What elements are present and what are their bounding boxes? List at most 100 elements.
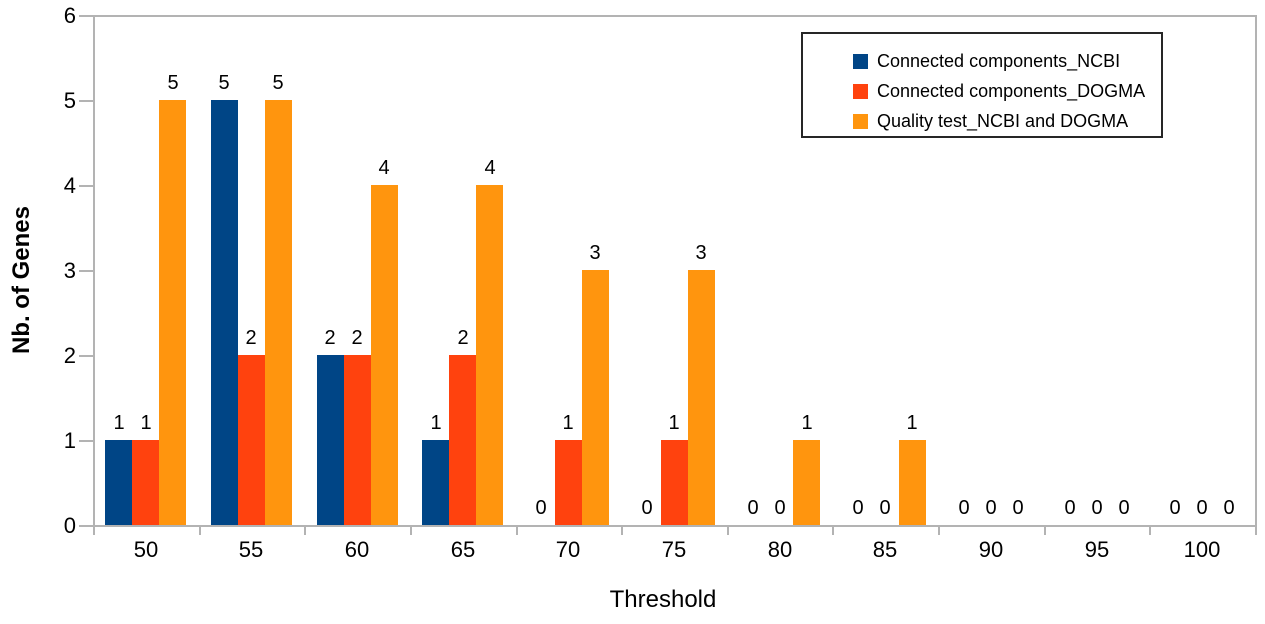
bar-value-label: 0 xyxy=(1064,497,1076,519)
x-tick xyxy=(1255,525,1257,535)
bar-value-label: 1 xyxy=(430,412,442,434)
bar-value-label: 0 xyxy=(774,497,786,519)
bar xyxy=(449,355,476,525)
bar xyxy=(688,270,715,525)
bar-value-label: 3 xyxy=(695,242,707,264)
x-tick-label: 90 xyxy=(978,537,1004,562)
y-tick xyxy=(79,100,93,102)
y-tick xyxy=(79,525,93,527)
bar xyxy=(661,440,688,525)
legend-label: Connected components_NCBI xyxy=(877,51,1121,71)
bar-value-label: 5 xyxy=(272,72,284,94)
bar-value-label: 5 xyxy=(167,72,179,94)
x-axis-title: Threshold xyxy=(609,586,717,613)
legend-label: Quality test_NCBI and DOGMA xyxy=(877,111,1129,131)
y-tick-label: 1 xyxy=(63,428,76,453)
bar-value-label: 0 xyxy=(1012,497,1024,519)
y-tick-label: 0 xyxy=(63,513,76,538)
x-tick xyxy=(516,525,518,535)
bar xyxy=(582,270,609,525)
bar-value-label: 0 xyxy=(985,497,997,519)
y-tick-label: 3 xyxy=(63,258,76,283)
bar-value-label: 2 xyxy=(245,327,257,349)
bar-value-label: 0 xyxy=(958,497,970,519)
bar xyxy=(132,440,159,525)
bar-value-label: 1 xyxy=(906,412,918,434)
legend-label: Connected components_DOGMA xyxy=(877,81,1146,101)
bar-value-label: 0 xyxy=(641,497,653,519)
bar-value-label: 2 xyxy=(351,327,363,349)
bar xyxy=(899,440,926,525)
bar-value-label: 4 xyxy=(378,157,390,179)
y-tick xyxy=(79,15,93,17)
x-tick xyxy=(199,525,201,535)
legend-swatch xyxy=(853,83,868,99)
bar-value-label: 0 xyxy=(747,497,759,519)
x-tick xyxy=(832,525,834,535)
bar xyxy=(317,355,344,525)
x-tick-label: 70 xyxy=(555,537,581,562)
bar-value-label: 0 xyxy=(1169,497,1181,519)
bar xyxy=(793,440,820,525)
bar xyxy=(344,355,371,525)
x-tick-label: 65 xyxy=(450,537,476,562)
x-tick xyxy=(621,525,623,535)
legend-item: Connected components_NCBI xyxy=(853,46,1161,76)
bar-value-label: 2 xyxy=(324,327,336,349)
x-tick-label: 100 xyxy=(1183,537,1221,562)
bar xyxy=(159,100,186,525)
bar-value-label: 0 xyxy=(879,497,891,519)
bar-value-label: 4 xyxy=(484,157,496,179)
bar-value-label: 0 xyxy=(1223,497,1235,519)
bar-value-label: 1 xyxy=(562,412,574,434)
legend-item: Quality test_NCBI and DOGMA xyxy=(853,106,1161,136)
bar-value-label: 2 xyxy=(457,327,469,349)
y-tick xyxy=(79,270,93,272)
x-tick-label: 60 xyxy=(344,537,370,562)
legend-swatch xyxy=(853,53,868,69)
x-tick xyxy=(1149,525,1151,535)
legend-swatch xyxy=(853,113,868,129)
y-axis-title: Nb. of Genes xyxy=(8,205,35,355)
x-tick xyxy=(727,525,729,535)
bar-value-label: 0 xyxy=(1196,497,1208,519)
y-tick-label: 5 xyxy=(63,88,76,113)
y-tick-label: 6 xyxy=(63,3,76,28)
bar xyxy=(105,440,132,525)
bar-value-label: 1 xyxy=(113,412,125,434)
bar xyxy=(371,185,398,525)
y-tick xyxy=(79,185,93,187)
legend: Connected components_NCBI Connected compo… xyxy=(801,32,1163,138)
bar-value-label: 3 xyxy=(589,242,601,264)
x-tick xyxy=(93,525,95,535)
bar xyxy=(476,185,503,525)
bar-value-label: 0 xyxy=(1091,497,1103,519)
plot-border-top xyxy=(93,15,1257,17)
y-axis-line xyxy=(93,15,95,527)
bar xyxy=(555,440,582,525)
bar xyxy=(265,100,292,525)
x-tick xyxy=(304,525,306,535)
plot-border-right xyxy=(1255,15,1257,527)
bar-value-label: 1 xyxy=(140,412,152,434)
bar-value-label: 0 xyxy=(535,497,547,519)
y-tick xyxy=(79,355,93,357)
x-tick-label: 95 xyxy=(1084,537,1110,562)
y-tick xyxy=(79,440,93,442)
x-tick xyxy=(410,525,412,535)
bar xyxy=(422,440,449,525)
x-tick xyxy=(1044,525,1046,535)
bar-value-label: 0 xyxy=(1118,497,1130,519)
x-tick xyxy=(938,525,940,535)
x-tick-label: 80 xyxy=(767,537,793,562)
bar-value-label: 1 xyxy=(801,412,813,434)
bar xyxy=(211,100,238,525)
x-tick-label: 50 xyxy=(133,537,159,562)
bar-value-label: 5 xyxy=(218,72,230,94)
y-tick-label: 4 xyxy=(63,173,76,198)
x-tick-label: 85 xyxy=(872,537,898,562)
y-tick-label: 2 xyxy=(63,343,76,368)
bar-value-label: 1 xyxy=(668,412,680,434)
bar xyxy=(238,355,265,525)
